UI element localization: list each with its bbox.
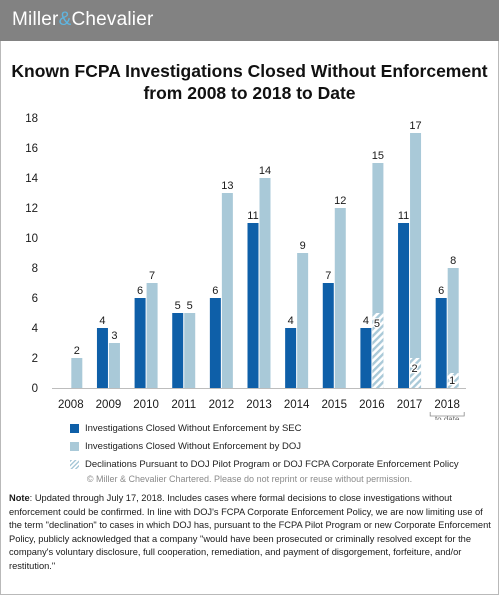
y-tick-label-10: 10 — [25, 233, 38, 245]
bar-sec-2009 — [96, 328, 108, 388]
legend-label-sec: Investigations Closed Without Enforcemen… — [85, 422, 302, 434]
legend-label-doj: Investigations Closed Without Enforcemen… — [85, 440, 301, 452]
footnote-text: : Updated through July 17, 2018. Include… — [9, 493, 491, 571]
bar-sec-2018 — [435, 298, 447, 388]
data-label-doj-2018: 8 — [450, 255, 456, 267]
data-label-doj-2016: 15 — [372, 150, 384, 162]
data-label-sec-2009: 4 — [99, 315, 105, 327]
y-tick-label-6: 6 — [32, 293, 38, 305]
data-label-sec-2018: 6 — [438, 285, 444, 297]
bar-doj-2017 — [410, 133, 422, 388]
x-tick-label-2016: 2016 — [359, 399, 385, 411]
data-label-declinations-2016: 5 — [374, 318, 380, 330]
y-tick-label-8: 8 — [32, 263, 38, 275]
y-tick-label-16: 16 — [25, 143, 38, 155]
y-tick-label-2: 2 — [32, 353, 38, 365]
data-label-sec-2010: 6 — [137, 285, 143, 297]
x-tick-label-2013: 2013 — [246, 399, 272, 411]
data-label-doj-2017: 17 — [409, 120, 421, 132]
data-label-sec-2015: 7 — [325, 270, 331, 282]
to-date-bracket — [429, 412, 465, 417]
bar-doj-2016 — [372, 163, 384, 388]
bar-doj-2011 — [184, 313, 196, 388]
chart-title: Known FCPA Investigations Closed Without… — [0, 60, 499, 104]
footnote-label: Note — [9, 493, 30, 503]
x-tick-label-2008: 2008 — [58, 399, 84, 411]
data-label-sec-2016: 4 — [363, 315, 369, 327]
x-tick-label-2009: 2009 — [96, 399, 122, 411]
y-tick-label-12: 12 — [25, 203, 38, 215]
brand-logo: Miller&Chevalier — [12, 9, 154, 30]
brand-header: Miller&Chevalier — [0, 0, 499, 41]
data-label-sec-2011: 5 — [175, 300, 181, 312]
chart-title-line-2: from 2008 to 2018 to Date — [143, 83, 356, 103]
data-label-sec-2013: 11 — [247, 210, 258, 222]
bar-sec-2012 — [209, 298, 221, 388]
y-tick-label-4: 4 — [32, 323, 39, 335]
x-tick-label-2017: 2017 — [397, 399, 423, 411]
x-tick-label-2011: 2011 — [171, 399, 196, 411]
bar-doj-2018 — [447, 268, 459, 388]
y-tick-label-14: 14 — [25, 173, 38, 185]
bar-doj-2015 — [334, 208, 346, 388]
bar-doj-2009 — [108, 343, 120, 388]
bar-sec-2010 — [134, 298, 146, 388]
data-label-doj-2012: 13 — [221, 180, 233, 192]
legend-swatch-doj — [70, 441, 79, 451]
copyright-notice: © Miller & Chevalier Chartered. Please d… — [86, 474, 413, 484]
bar-doj-2008 — [71, 358, 83, 388]
legend-swatch-sec — [70, 423, 79, 433]
x-tick-label-2014: 2014 — [284, 399, 310, 411]
data-label-sec-2017: 11 — [398, 210, 409, 222]
bar-doj-2013 — [259, 178, 271, 388]
bar-sec-2013 — [247, 223, 259, 388]
data-label-doj-2011: 5 — [187, 300, 193, 312]
x-tick-label-2010: 2010 — [133, 399, 159, 411]
bar-sec-2016 — [360, 328, 372, 388]
x-tick-label-2012: 2012 — [209, 399, 235, 411]
y-tick-label-18: 18 — [25, 113, 38, 125]
legend-item-declinations: Declinations Pursuant to DOJ Pilot Progr… — [70, 455, 459, 473]
bar-sec-2015 — [322, 283, 334, 388]
x-tick-label-2018: 2018 — [434, 399, 460, 411]
legend-swatch-declinations — [70, 459, 79, 469]
data-label-doj-2010: 7 — [149, 270, 155, 282]
data-label-doj-2013: 14 — [259, 165, 271, 177]
chart-title-line-1: Known FCPA Investigations Closed Without… — [11, 61, 488, 81]
legend-label-declinations: Declinations Pursuant to DOJ Pilot Progr… — [85, 458, 459, 470]
y-tick-label-0: 0 — [32, 383, 38, 395]
bar-sec-2014 — [285, 328, 297, 388]
legend-item-sec: Investigations Closed Without Enforcemen… — [70, 419, 459, 437]
bar-doj-2010 — [146, 283, 158, 388]
data-label-declinations-2018: 1 — [449, 375, 455, 387]
bar-declinations-2018 — [447, 373, 459, 388]
bar-sec-2011 — [172, 313, 184, 388]
data-label-doj-2014: 9 — [300, 240, 306, 252]
bar-sec-2017 — [398, 223, 410, 388]
data-label-declinations-2017: 2 — [411, 363, 417, 375]
bar-declinations-2017 — [410, 358, 422, 388]
data-label-sec-2014: 4 — [288, 315, 294, 327]
data-label-doj-2009: 3 — [111, 330, 117, 342]
chart-legend: Investigations Closed Without Enforcemen… — [70, 419, 459, 473]
data-label-doj-2015: 12 — [334, 195, 346, 207]
to-date-label: to date — [435, 415, 460, 420]
bar-declinations-2016 — [372, 313, 384, 388]
data-label-sec-2012: 6 — [212, 285, 218, 297]
x-tick-label-2015: 2015 — [321, 399, 347, 411]
bar-doj-2012 — [221, 193, 233, 388]
legend-item-doj: Investigations Closed Without Enforcemen… — [70, 437, 459, 455]
data-label-doj-2008: 2 — [74, 345, 80, 357]
footnote: Note: Updated through July 17, 2018. Inc… — [9, 492, 491, 574]
bar-doj-2014 — [297, 253, 309, 388]
